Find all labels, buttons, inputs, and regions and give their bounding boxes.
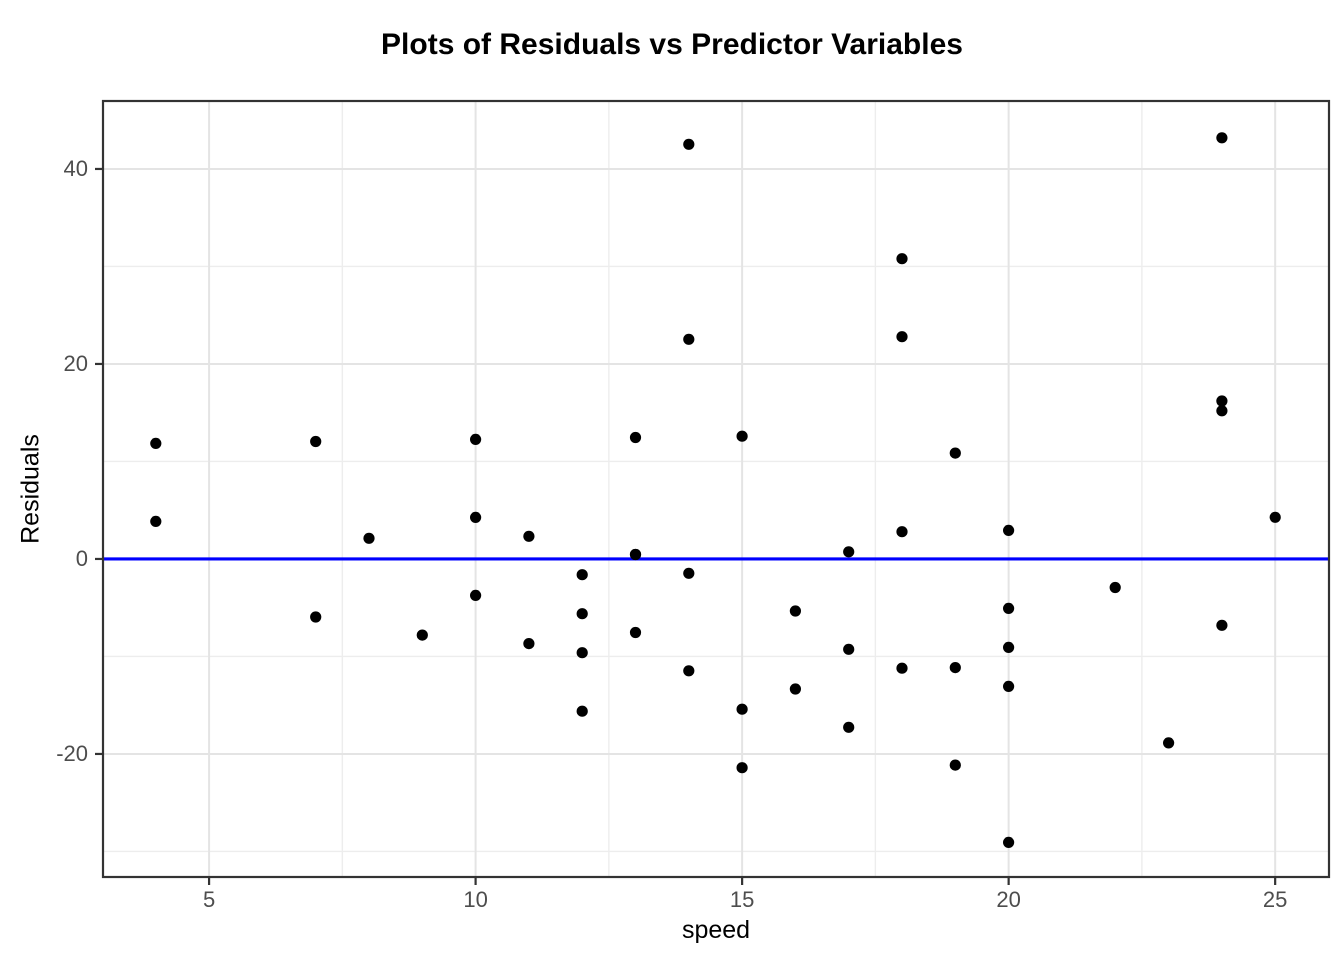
y-tick-label: -20 bbox=[56, 741, 88, 766]
data-point bbox=[1003, 680, 1015, 693]
data-point bbox=[789, 683, 802, 695]
data-point bbox=[949, 447, 961, 459]
data-point bbox=[523, 530, 535, 542]
data-point bbox=[576, 647, 588, 659]
data-point bbox=[576, 569, 588, 581]
x-tick-label: 20 bbox=[996, 887, 1020, 912]
data-point bbox=[896, 331, 908, 343]
y-tick-label: 0 bbox=[76, 546, 88, 571]
data-point bbox=[310, 435, 322, 448]
data-point bbox=[310, 611, 322, 623]
data-point bbox=[470, 511, 482, 523]
data-point bbox=[896, 526, 908, 538]
data-point bbox=[523, 638, 535, 650]
data-point bbox=[736, 430, 748, 442]
x-tick-label: 25 bbox=[1263, 887, 1287, 912]
plot-title: Plots of Residuals vs Predictor Variable… bbox=[381, 28, 963, 61]
data-point bbox=[1269, 511, 1281, 523]
data-point bbox=[363, 532, 375, 544]
data-point bbox=[150, 437, 162, 449]
data-point bbox=[789, 605, 802, 617]
data-point bbox=[736, 703, 748, 715]
data-point bbox=[576, 705, 588, 717]
data-point bbox=[470, 433, 482, 445]
data-point bbox=[1216, 405, 1228, 417]
y-tick-label: 40 bbox=[64, 156, 88, 181]
data-point bbox=[1163, 737, 1175, 749]
data-point bbox=[683, 665, 695, 677]
y-axis-title: Residuals bbox=[16, 434, 45, 544]
data-point bbox=[1216, 132, 1228, 144]
y-tick-label: 20 bbox=[64, 351, 88, 376]
data-point bbox=[576, 608, 588, 620]
data-point bbox=[843, 721, 855, 733]
data-point bbox=[150, 515, 162, 528]
data-point bbox=[896, 662, 908, 674]
x-tick-label: 10 bbox=[463, 887, 487, 912]
axis-tick-marks bbox=[95, 167, 1277, 885]
data-point bbox=[1003, 602, 1015, 615]
data-point bbox=[470, 589, 482, 602]
data-point bbox=[949, 662, 961, 674]
data-point bbox=[1003, 641, 1015, 654]
data-points bbox=[150, 132, 1281, 849]
major-gridlines bbox=[103, 101, 1329, 877]
data-point bbox=[1216, 619, 1228, 631]
data-point bbox=[629, 626, 642, 639]
minor-gridlines bbox=[103, 101, 1329, 877]
data-point bbox=[683, 567, 695, 579]
data-point bbox=[629, 548, 642, 561]
data-point bbox=[416, 629, 428, 641]
data-point bbox=[1216, 395, 1228, 407]
data-point bbox=[843, 546, 855, 558]
x-axis-title: speed bbox=[681, 916, 751, 944]
data-point bbox=[683, 333, 695, 345]
data-point bbox=[1003, 836, 1015, 849]
data-point bbox=[1003, 524, 1015, 537]
axis-tick-labels: 5 10 15 20 25 -20 0 20 40 bbox=[56, 156, 1287, 912]
data-point bbox=[736, 762, 748, 774]
x-tick-label: 15 bbox=[730, 887, 754, 912]
panel-border bbox=[101, 99, 1331, 879]
data-point bbox=[949, 759, 961, 771]
panel-border-rect bbox=[101, 99, 1331, 879]
x-tick-label: 5 bbox=[203, 887, 215, 912]
data-point bbox=[843, 643, 855, 655]
data-point bbox=[683, 138, 695, 150]
data-point bbox=[1109, 581, 1121, 594]
data-point bbox=[629, 431, 642, 444]
data-point bbox=[896, 253, 908, 265]
